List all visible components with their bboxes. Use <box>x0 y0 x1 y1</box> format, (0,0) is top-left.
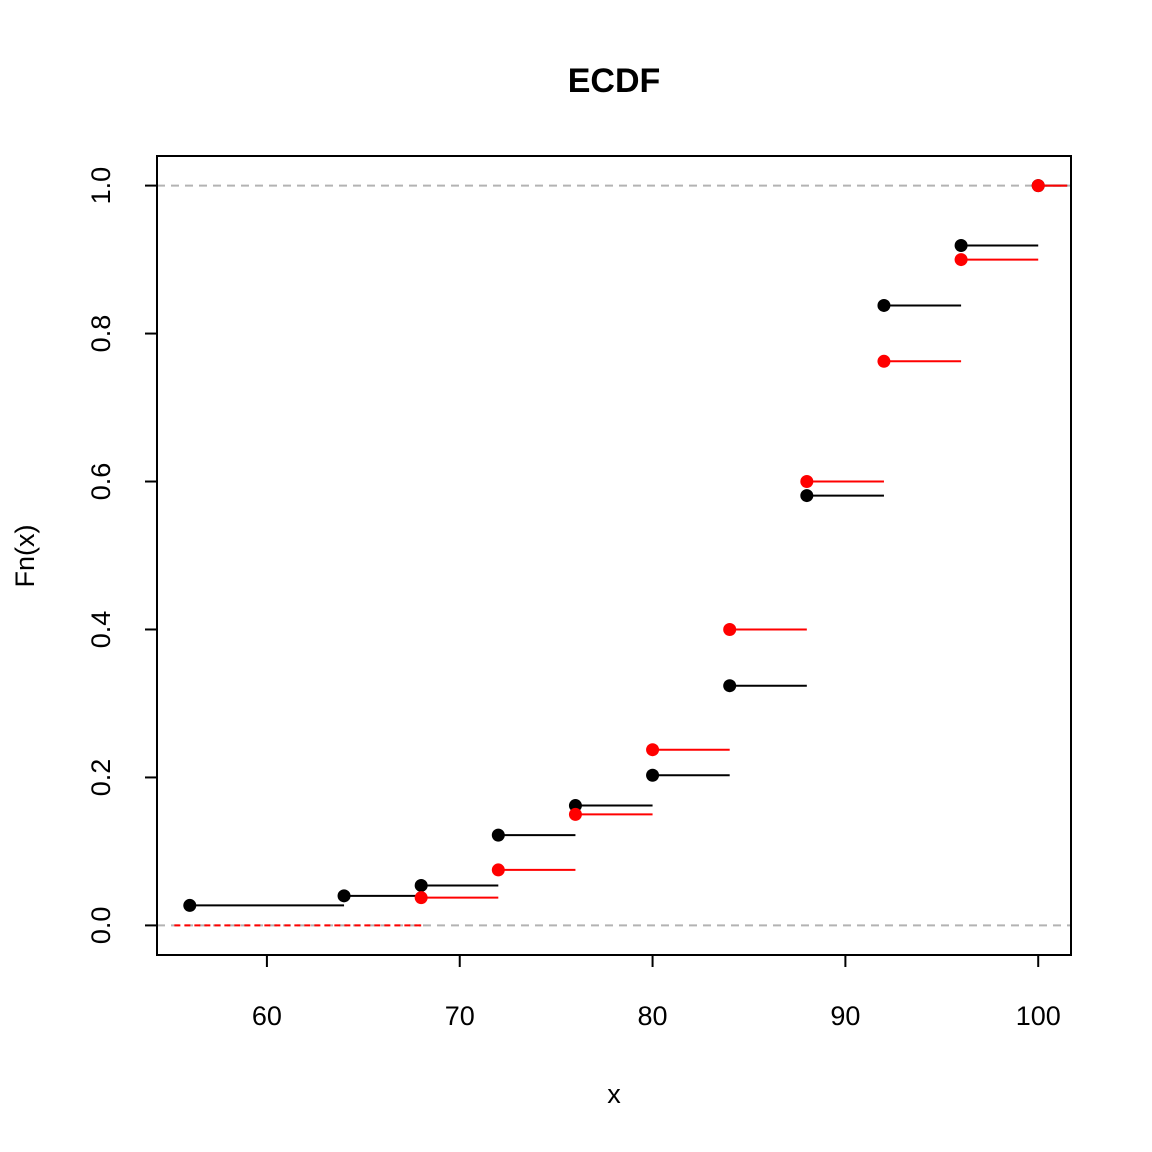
data-point <box>800 475 814 489</box>
x-tick-label: 70 <box>445 1001 475 1031</box>
plot-frame <box>156 155 1072 956</box>
data-point <box>954 239 968 253</box>
data-point <box>723 622 737 636</box>
data-point <box>491 863 505 877</box>
y-tick-label: 0.0 <box>86 907 116 945</box>
x-tick-label: 80 <box>638 1001 668 1031</box>
y-tick-label: 1.0 <box>86 167 116 205</box>
y-tick-label: 0.2 <box>86 759 116 797</box>
data-point <box>414 878 428 892</box>
x-tick-label: 60 <box>252 1001 282 1031</box>
y-tick-label: 0.4 <box>86 611 116 649</box>
data-point <box>337 889 351 903</box>
data-point <box>414 891 428 905</box>
chart-title: ECDF <box>568 62 661 100</box>
x-axis-label: x <box>607 1079 621 1109</box>
x-tick-label: 100 <box>1016 1001 1061 1031</box>
y-tick-label: 0.8 <box>86 315 116 353</box>
data-point <box>954 253 968 267</box>
data-point <box>183 898 197 912</box>
data-point <box>646 743 660 757</box>
data-point <box>1031 179 1045 193</box>
data-point <box>723 679 737 693</box>
y-axis-label: Fn(x) <box>10 525 40 588</box>
data-point <box>646 768 660 782</box>
y-tick-label: 0.6 <box>86 463 116 501</box>
data-point <box>491 828 505 842</box>
data-point <box>877 354 891 368</box>
plot-area: 60 70 80 90 100 0.0 0.2 0.4 0.6 0.8 1.0 <box>86 155 1072 1031</box>
x-tick-label: 90 <box>830 1001 860 1031</box>
data-point <box>568 807 582 821</box>
data-point <box>877 298 891 312</box>
data-point <box>800 489 814 503</box>
